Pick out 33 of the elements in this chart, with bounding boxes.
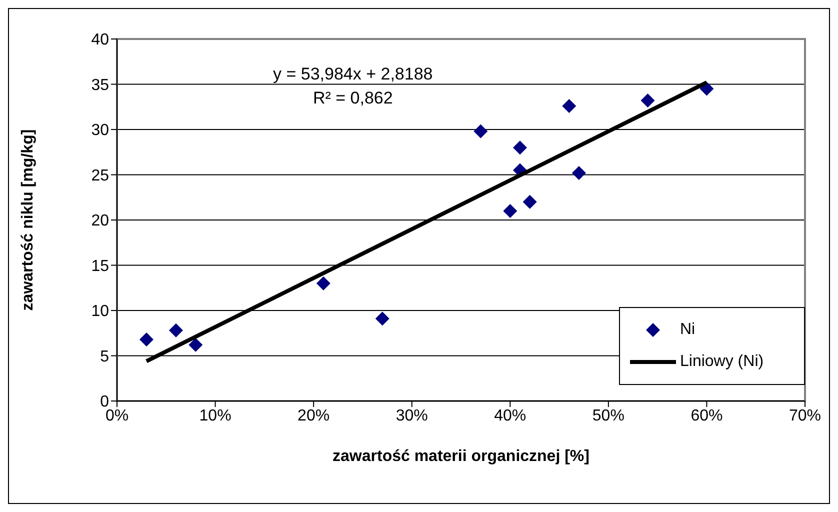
point bbox=[503, 204, 518, 218]
point bbox=[512, 140, 527, 155]
x-tick-label: 70% bbox=[788, 407, 822, 424]
point bbox=[640, 94, 655, 108]
y-tick-label: 10 bbox=[91, 303, 110, 320]
legend-label: Liniowy (Ni) bbox=[680, 353, 764, 371]
y-tick-label: 35 bbox=[91, 76, 110, 94]
point bbox=[316, 276, 330, 290]
point bbox=[375, 312, 390, 326]
legend-label: Ni bbox=[680, 321, 696, 339]
point bbox=[188, 338, 203, 352]
x-axis-title: zawartość materii organicznej [%] bbox=[332, 448, 590, 465]
x-tick-label: 10% bbox=[199, 407, 232, 424]
point bbox=[474, 124, 488, 138]
x-tick-label: 50% bbox=[592, 407, 624, 424]
y-tick-label: 15 bbox=[91, 258, 110, 275]
annotation: R² = 0,862 bbox=[312, 88, 393, 108]
point bbox=[139, 332, 154, 346]
x-tick-label: 20% bbox=[298, 407, 330, 424]
point bbox=[168, 323, 183, 338]
y-tick-label: 40 bbox=[91, 32, 110, 49]
point bbox=[562, 98, 576, 113]
x-tick-label: 30% bbox=[396, 407, 428, 424]
y-tick-label: 30 bbox=[91, 122, 110, 140]
y-tick-label: 5 bbox=[100, 348, 110, 366]
y-axis-title: zawartość niklu [mg/kg] bbox=[20, 129, 37, 311]
point bbox=[522, 194, 537, 209]
x-tick-label: 40% bbox=[494, 407, 526, 424]
point bbox=[572, 166, 586, 180]
y-tick-label: 20 bbox=[91, 212, 110, 230]
x-tick-label: 60% bbox=[690, 407, 723, 424]
y-tick-label: 25 bbox=[91, 167, 110, 184]
annotation: y = 53,984x + 2,8188 bbox=[273, 64, 433, 84]
